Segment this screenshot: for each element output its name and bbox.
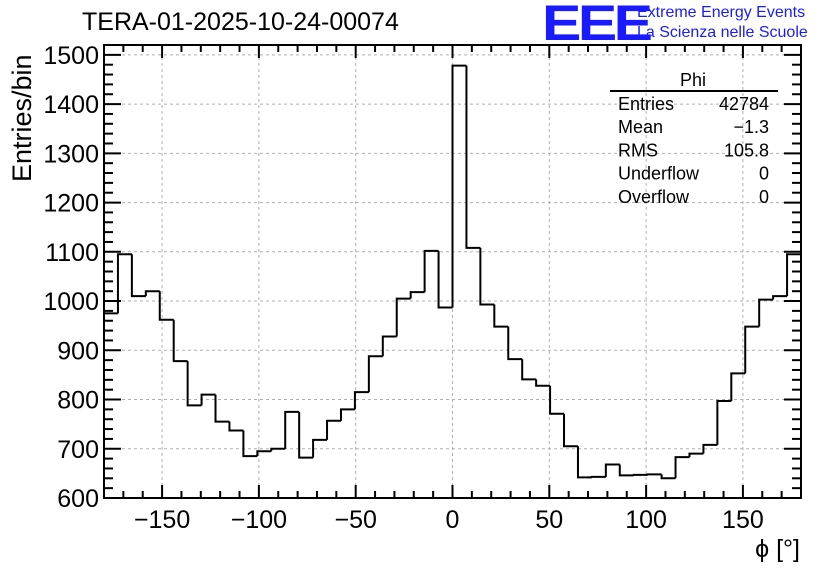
y-tick-label: 1300 [43,140,99,168]
histogram-bin [716,399,732,445]
histogram-bin [395,297,411,337]
histogram-bin [576,446,592,479]
histogram-bin [688,452,704,458]
stats-row-value: 105.8 [724,140,769,160]
histogram-bin [758,298,774,327]
stats-row-value: 0 [759,187,769,207]
y-tick-label: 1400 [43,91,99,119]
x-tick-label: 100 [625,506,667,534]
histogram-bin [493,304,509,328]
histogram-bin [116,253,132,314]
histogram-bin [604,463,620,477]
histogram-bin [660,474,676,480]
histogram-bin [702,443,718,454]
histogram-bin [465,65,481,249]
histogram-bin [535,379,551,387]
histogram-bin [674,456,690,479]
stats-rows: Entries 42784 Mean −1.3 RMS 105.8 Underflow 0 Ov… [618,94,769,207]
x-tick-label: −100 [231,506,287,534]
eee-logo-icon: EEE [542,0,653,51]
stats-row-label: RMS [618,140,658,160]
histogram-bin [353,391,369,410]
histogram-bin [186,361,202,407]
histogram-bin [270,447,286,452]
histogram-bin [214,394,230,423]
histogram-bin [381,335,397,357]
histogram-bin [172,319,188,363]
histogram-bin [730,372,746,401]
logo-line-2: La Scienza nelle Scuole [637,24,808,41]
stats-title: Phi [680,70,706,90]
y-tick-label: 1500 [43,42,99,70]
x-tick-label: 0 [446,506,460,534]
histogram-bin [437,250,453,309]
histogram-bin [563,413,578,448]
histogram-bin [772,295,788,300]
y-tick-label: 600 [57,485,99,513]
x-tick-label: −150 [134,506,190,534]
y-tick-label: 700 [57,436,99,464]
histogram-bin [256,450,272,457]
y-tick-label: 1200 [43,190,99,218]
y-tick-label: 900 [57,337,99,365]
stats-row-value: 0 [759,164,769,184]
histogram-bin [284,410,300,449]
y-tick-label: 800 [57,387,99,415]
histogram-bin [326,419,341,440]
histogram-bin [367,355,383,393]
histogram-bin [409,291,425,299]
x-tick-label: −50 [334,506,376,534]
x-axis-label: ϕ [°] [755,535,800,563]
y-axis-label: Entries/bin [7,54,37,182]
histogram-bin [786,253,801,297]
histogram-bin [423,249,439,293]
axis-ticks [103,44,802,499]
histogram-bin [507,326,523,361]
y-tick-label: 1000 [43,288,99,316]
x-tick-label: 50 [535,506,563,534]
histogram-bin [549,385,565,415]
chart-title: TERA-01-2025-10-24-00074 [82,8,399,36]
axis-labels: −150 −100 −50 0 50 100 150 600 700 800 900 1000 1100… [43,42,763,534]
stats-row-label: Overflow [618,187,690,207]
histogram-bin [521,359,537,381]
stats-row-value: −1.3 [733,117,769,137]
histogram-bin [158,291,174,321]
histogram-bin [130,254,146,298]
logo-line-1: Extreme Energy Events [637,4,806,21]
stats-row-label: Entries [618,94,674,114]
histogram-bin [242,430,258,458]
histogram-bin [339,408,355,421]
histogram-bin [228,421,244,432]
stats-row-value: 42784 [719,94,769,114]
stats-row-label: Underflow [618,164,700,184]
histogram-bin [298,411,314,459]
histogram-bin [618,464,634,477]
stats-row-label: Mean [618,117,663,137]
histogram-bin [744,325,760,374]
histogram-bin [312,438,328,458]
histogram-bin [144,290,160,297]
histogram-bin [479,247,495,306]
y-tick-label: 1100 [45,239,99,267]
x-tick-label: 150 [722,506,764,534]
stats-box: Phi Entries 42784 Mean −1.3 RMS 105.8 Underflo… [610,70,778,207]
histogram-bin [200,393,216,406]
histogram-bin [451,64,467,308]
histogram-bins [104,64,801,480]
